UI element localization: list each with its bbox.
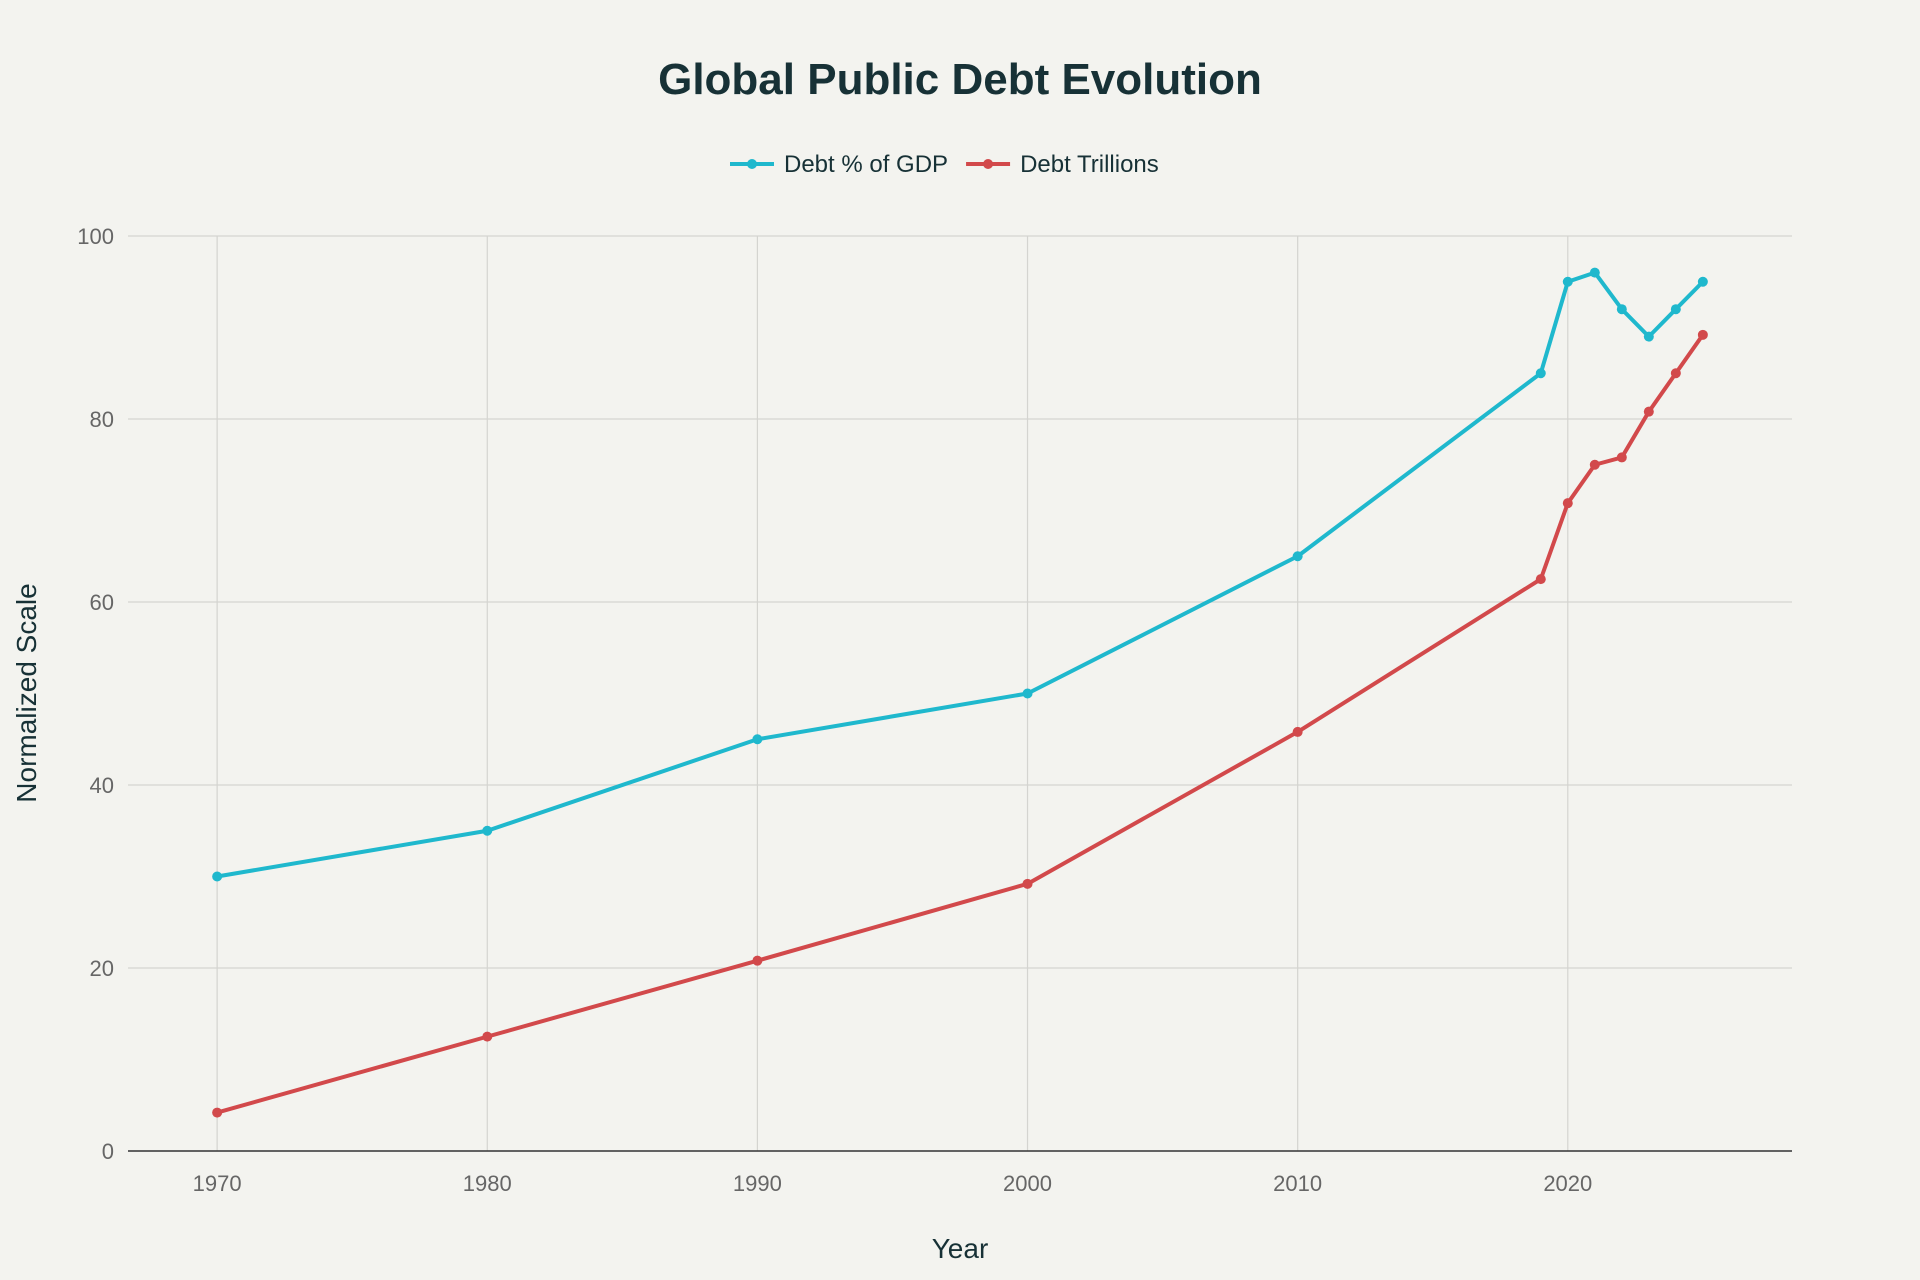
data-point-debt-trillions[interactable] — [1697, 329, 1708, 340]
legend-swatch-marker — [747, 159, 757, 169]
legend-swatch-marker — [983, 159, 994, 169]
y-tick-label: 20 — [90, 956, 114, 981]
data-point-debt-trillions[interactable] — [1589, 459, 1600, 470]
y-tick-label: 40 — [90, 773, 114, 798]
data-point-debt-of-gdp[interactable] — [1292, 551, 1303, 562]
x-tick-label: 1980 — [463, 1171, 512, 1196]
data-point-debt-of-gdp[interactable] — [1643, 331, 1654, 342]
data-point-debt-of-gdp[interactable] — [1616, 304, 1627, 315]
x-tick-label: 1990 — [733, 1171, 782, 1196]
legend-label: Debt % of GDP — [784, 151, 948, 178]
x-tick-label: 2020 — [1543, 1171, 1592, 1196]
legend-label: Debt Trillions — [1020, 151, 1159, 178]
data-point-debt-of-gdp[interactable] — [1022, 688, 1033, 699]
data-point-debt-trillions[interactable] — [1643, 406, 1654, 417]
data-point-debt-of-gdp[interactable] — [1697, 276, 1708, 287]
data-point-debt-trillions[interactable] — [1292, 726, 1303, 737]
data-point-debt-trillions[interactable] — [1562, 498, 1573, 509]
y-tick-label: 60 — [90, 590, 114, 615]
y-tick-label: 100 — [77, 224, 114, 249]
data-point-debt-of-gdp[interactable] — [752, 734, 763, 745]
x-tick-label: 2010 — [1273, 1171, 1322, 1196]
y-tick-label: 80 — [90, 407, 114, 432]
data-point-debt-trillions[interactable] — [212, 1107, 223, 1118]
data-point-debt-of-gdp[interactable] — [1562, 276, 1573, 287]
data-point-debt-of-gdp[interactable] — [1535, 368, 1546, 379]
chart-title: Global Public Debt Evolution — [658, 55, 1262, 104]
data-point-debt-trillions[interactable] — [1022, 878, 1033, 889]
data-point-debt-trillions[interactable] — [1670, 368, 1681, 379]
x-axis-title: Year — [932, 1233, 989, 1264]
data-point-debt-of-gdp[interactable] — [212, 871, 223, 882]
data-point-debt-of-gdp[interactable] — [1589, 267, 1600, 278]
data-point-debt-trillions[interactable] — [1616, 452, 1627, 463]
axes: 1970 1980 1990 2000 2010 2020 0 20 40 60 80 100 — [77, 224, 1792, 1196]
data-point-debt-of-gdp[interactable] — [482, 825, 493, 836]
series-line-debt-trillions — [215, 332, 1705, 1115]
legend-item-debt-of-gdp[interactable]: Debt % of GDP — [730, 151, 948, 178]
x-tick-label: 2000 — [1003, 1171, 1052, 1196]
data-point-debt-trillions[interactable] — [482, 1031, 493, 1042]
x-tick-label: 1970 — [193, 1171, 242, 1196]
grid — [128, 235, 1792, 1151]
plot-area — [212, 267, 1708, 1118]
legend: Debt % of GDP Debt Trillions — [730, 151, 1159, 178]
y-axis-title: Normalized Scale — [11, 583, 42, 802]
data-point-debt-trillions[interactable] — [752, 955, 763, 966]
series-line-debt-of-gdp — [215, 270, 1705, 879]
data-point-debt-of-gdp[interactable] — [1670, 304, 1681, 315]
legend-item-debt-trillions[interactable]: Debt Trillions — [966, 151, 1159, 178]
y-tick-label: 0 — [102, 1139, 114, 1164]
data-point-debt-trillions[interactable] — [1535, 574, 1546, 585]
